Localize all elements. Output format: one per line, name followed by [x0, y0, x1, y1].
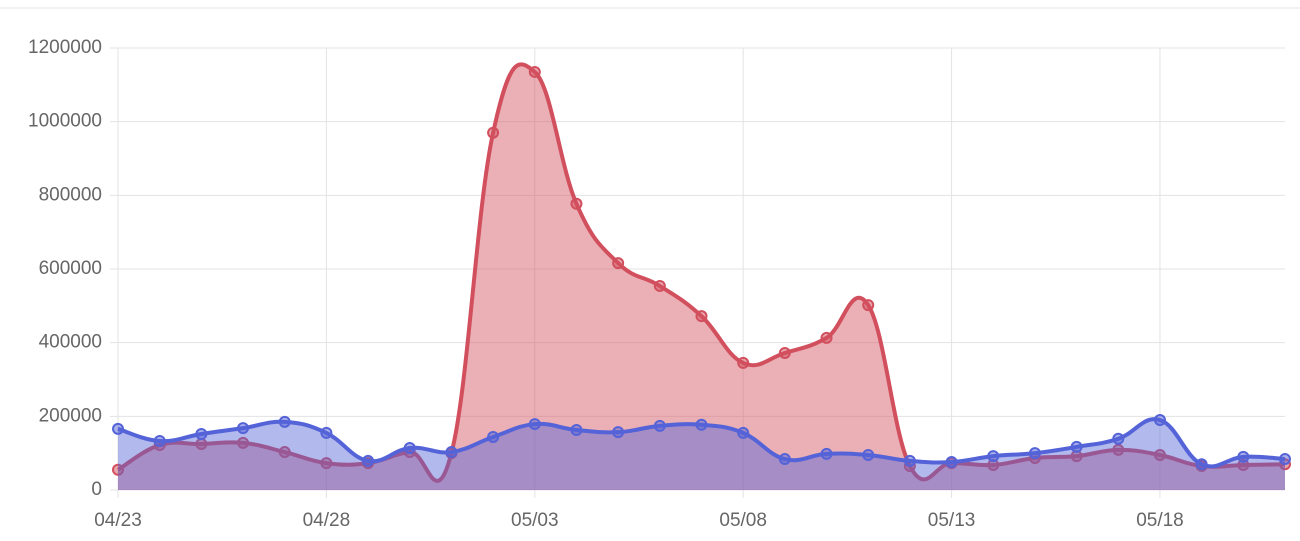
point — [528, 418, 541, 431]
point — [362, 454, 375, 467]
point — [737, 426, 750, 439]
y-tick-label: 0 — [91, 479, 102, 500]
point — [862, 299, 875, 312]
point — [1028, 447, 1041, 460]
point — [278, 415, 291, 428]
point — [820, 331, 833, 344]
point — [612, 426, 625, 439]
y-tick-label: 200000 — [39, 405, 102, 426]
point — [445, 446, 458, 459]
point — [862, 449, 875, 462]
point — [112, 463, 124, 476]
point — [1153, 449, 1166, 462]
point — [153, 435, 166, 448]
area — [118, 64, 1285, 490]
point — [1112, 443, 1125, 456]
point — [237, 422, 250, 435]
point — [1237, 450, 1250, 463]
point — [1279, 453, 1291, 466]
x-tick-label: 04/23 — [94, 510, 142, 531]
y-tick-label: 400000 — [39, 332, 102, 353]
point — [320, 457, 333, 470]
point — [778, 453, 791, 466]
point — [237, 436, 250, 449]
point — [945, 456, 958, 469]
point — [1195, 458, 1208, 471]
area — [118, 419, 1285, 490]
point — [1153, 414, 1166, 427]
point — [778, 346, 791, 359]
point — [695, 418, 708, 431]
point — [570, 423, 583, 436]
point — [653, 419, 666, 432]
point — [487, 430, 500, 443]
x-tick-label: 05/03 — [511, 510, 559, 531]
point — [487, 126, 500, 139]
x-tick-label: 05/18 — [1136, 510, 1184, 531]
point — [320, 426, 333, 439]
x-tick-label: 05/13 — [928, 510, 976, 531]
y-tick-label: 600000 — [39, 258, 102, 279]
y-tick-label: 800000 — [39, 184, 102, 205]
point — [528, 65, 541, 78]
y-tick-label: 1000000 — [28, 111, 102, 132]
point — [987, 450, 1000, 463]
y-tick-label: 1200000 — [28, 37, 102, 58]
x-tick-label: 05/08 — [719, 510, 767, 531]
point — [1070, 440, 1083, 453]
point — [278, 446, 291, 459]
point — [570, 197, 583, 210]
point — [1112, 432, 1125, 445]
x-tick-label: 04/28 — [303, 510, 351, 531]
point — [112, 422, 124, 435]
point — [653, 279, 666, 292]
line — [116, 62, 1286, 483]
point — [820, 447, 833, 460]
point — [612, 257, 625, 270]
point — [695, 310, 708, 323]
point — [195, 428, 208, 441]
point — [737, 356, 750, 369]
point — [403, 442, 416, 455]
point — [903, 454, 916, 467]
